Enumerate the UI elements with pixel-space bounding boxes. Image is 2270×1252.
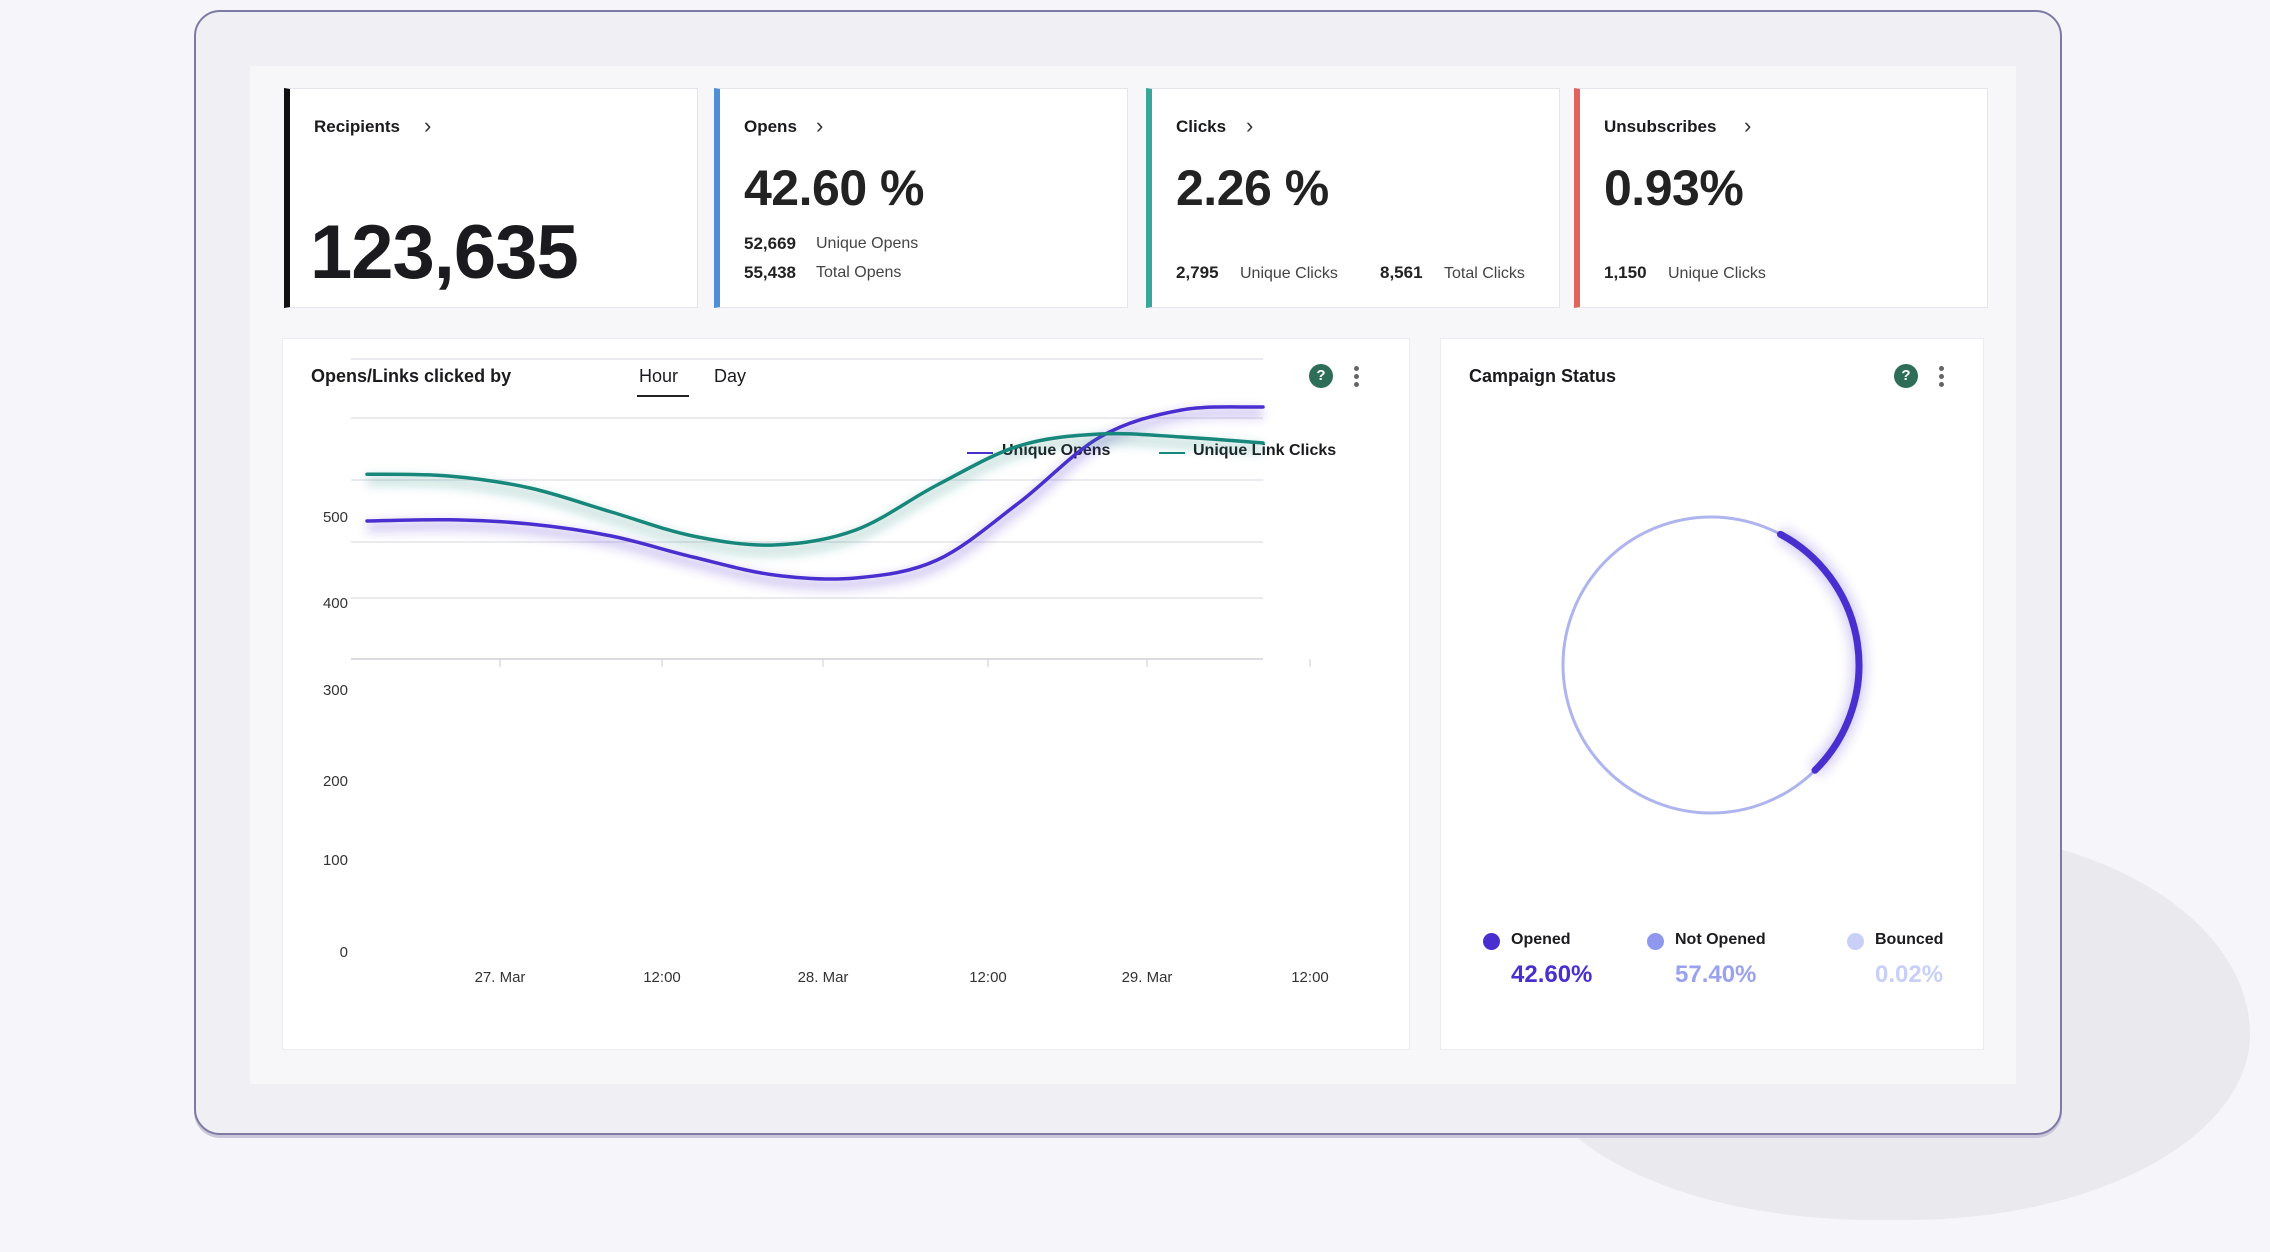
- x-tick-label: 28. Mar: [797, 969, 849, 986]
- opened-arc: [1776, 530, 1863, 774]
- legend-swatch-unique-link-clicks: [1159, 452, 1185, 454]
- y-tick-label: 0: [339, 944, 348, 961]
- tab-hour[interactable]: Hour: [639, 366, 679, 386]
- donut-chart: [1561, 515, 1865, 815]
- y-tick-label: 500: [322, 509, 348, 526]
- unsubscribes-card[interactable]: Unsubscribes › 0.93% 1,150 Unique Clicks: [1574, 88, 1988, 308]
- recipients-title: Recipients: [314, 117, 400, 136]
- recipients-card[interactable]: Recipients › 123,635: [284, 88, 698, 308]
- more-options-icon[interactable]: [1939, 366, 1945, 390]
- not-opened-value: 57.40%: [1675, 961, 1757, 988]
- opened-value: 42.60%: [1511, 961, 1593, 988]
- tab-day[interactable]: Day: [714, 366, 747, 386]
- more-options-icon[interactable]: [1354, 366, 1360, 390]
- unique-unsubscribes-label: Unique Clicks: [1668, 265, 1766, 282]
- widget-title: Campaign Status: [1469, 366, 1617, 386]
- x-tick-label: 12:00: [643, 969, 681, 986]
- chevron-right-icon[interactable]: ›: [1744, 113, 1752, 138]
- recipients-value: 123,635: [310, 210, 579, 295]
- chevron-right-icon[interactable]: ›: [1246, 113, 1254, 138]
- opens-title: Opens: [744, 117, 797, 136]
- total-clicks-label: Total Clicks: [1444, 265, 1525, 282]
- opened-label: Opened: [1511, 931, 1571, 948]
- help-icon[interactable]: ?: [1309, 364, 1333, 388]
- unique-opens-label: Unique Opens: [816, 235, 919, 252]
- y-tick-label: 300: [322, 682, 348, 699]
- not-opened-dot: [1647, 933, 1664, 950]
- chevron-right-icon[interactable]: ›: [424, 113, 432, 138]
- x-tick-label: 29. Mar: [1121, 969, 1173, 986]
- opens-rate: 42.60 %: [744, 160, 924, 216]
- total-clicks-count: 8,561: [1380, 263, 1423, 282]
- total-opens-count: 55,438: [744, 263, 796, 282]
- x-tick-label: 12:00: [969, 969, 1007, 986]
- chevron-right-icon[interactable]: ›: [816, 113, 824, 138]
- widget-title: Opens/Links clicked by: [311, 366, 512, 386]
- opened-dot: [1483, 933, 1500, 950]
- series-glow: [366, 434, 1264, 557]
- series-line-unique-link-clicks: [365, 431, 1265, 547]
- total-opens-label: Total Opens: [816, 264, 902, 281]
- campaign-status-widget: Campaign Status ? Opened 42.60% Not Open…: [1440, 338, 1984, 1050]
- legend-swatch-unique-opens: [967, 452, 993, 454]
- unique-unsubscribes-count: 1,150: [1604, 263, 1647, 282]
- clicks-title: Clicks: [1176, 117, 1227, 136]
- bounced-value: 0.02%: [1875, 961, 1944, 988]
- unique-opens-count: 52,669: [744, 234, 796, 253]
- bounced-label: Bounced: [1875, 931, 1944, 948]
- clicks-rate: 2.26 %: [1176, 160, 1329, 216]
- not-opened-label: Not Opened: [1675, 931, 1766, 948]
- active-tab-underline: [637, 395, 689, 397]
- y-tick-label: 400: [322, 595, 348, 612]
- help-icon[interactable]: ?: [1894, 364, 1918, 388]
- y-tick-label: 100: [322, 852, 348, 869]
- unique-clicks-count: 2,795: [1176, 263, 1219, 282]
- unsubscribes-title: Unsubscribes: [1604, 117, 1717, 136]
- opens-card[interactable]: Opens › 42.60 % 52,669 Unique Opens 55,4…: [714, 88, 1128, 308]
- unique-clicks-label: Unique Clicks: [1240, 265, 1338, 282]
- x-tick-label: 27. Mar: [474, 969, 526, 986]
- bounced-dot: [1847, 933, 1864, 950]
- clicks-card[interactable]: Clicks › 2.26 % 2,795 Unique Clicks 8,56…: [1146, 88, 1560, 308]
- unsubscribes-rate: 0.93%: [1604, 160, 1744, 216]
- opens-chart-widget: Opens/Links clicked by Hour Day ? Unique…: [282, 338, 1410, 1050]
- line-chart: [351, 358, 1311, 667]
- x-tick-label: 12:00: [1291, 969, 1329, 986]
- y-tick-label: 200: [322, 773, 348, 790]
